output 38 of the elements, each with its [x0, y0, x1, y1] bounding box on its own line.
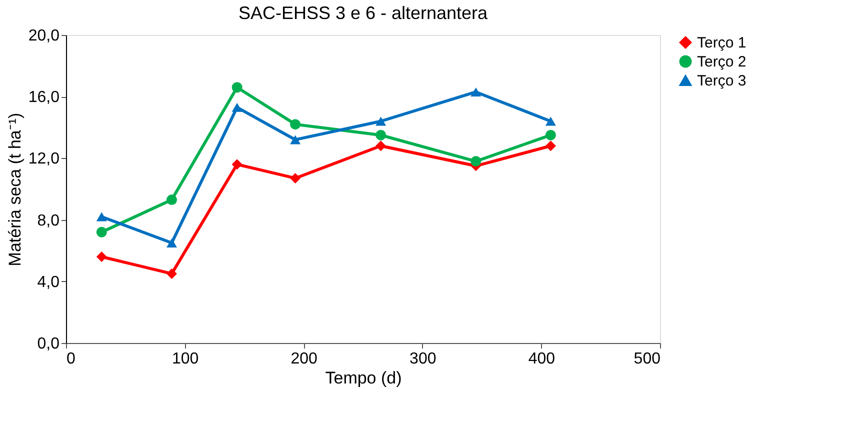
point — [376, 116, 386, 126]
y-axis-title: Matéria seca (t ha⁻¹) — [5, 112, 24, 266]
point — [290, 172, 301, 184]
point — [470, 156, 482, 167]
point — [470, 87, 482, 97]
point — [232, 82, 242, 93]
chart-title: SAC-EHSS 3 e 6 - alternantera — [238, 3, 489, 23]
point — [545, 140, 556, 152]
y-tick-label: 0,0 — [37, 336, 60, 352]
point — [545, 130, 556, 140]
y-tick-label: 12,0 — [28, 150, 60, 168]
point — [166, 238, 177, 248]
x-tick-label: 400 — [528, 350, 556, 368]
x-tick-label: 100 — [172, 350, 199, 368]
x-tick-label: 500 — [634, 350, 661, 368]
point — [96, 212, 107, 222]
legend-label: Terço 2 — [697, 54, 746, 70]
point — [376, 130, 386, 140]
legend-label: Terço 1 — [697, 34, 746, 52]
point — [166, 268, 177, 279]
point — [545, 116, 556, 126]
x-axis-title: Tempo (d) — [325, 368, 402, 388]
point — [96, 226, 107, 238]
y-tick-label: 4,0 — [37, 274, 60, 291]
point — [290, 135, 301, 144]
point — [376, 140, 386, 152]
x-tick-label: 0 — [66, 350, 76, 368]
point — [166, 194, 177, 206]
x-tick-label: 300 — [410, 350, 436, 368]
y-tick-label: 20,0 — [28, 28, 60, 44]
y-tick-label: 16,0 — [28, 89, 60, 106]
y-tick-label: 8,0 — [37, 212, 60, 230]
x-tick-label: 200 — [290, 350, 318, 368]
point — [96, 252, 107, 262]
point — [290, 119, 301, 130]
point — [232, 102, 242, 112]
legend-label: Terço 3 — [697, 72, 746, 90]
point — [232, 159, 242, 170]
